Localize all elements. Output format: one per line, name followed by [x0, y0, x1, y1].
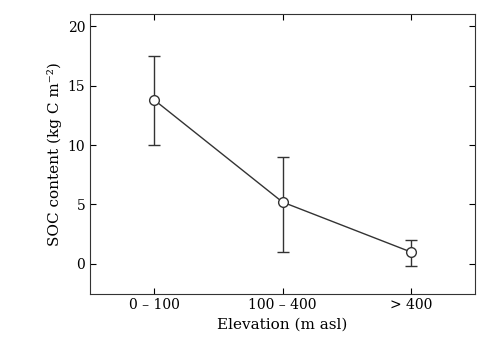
- Point: [278, 199, 286, 205]
- Point: [407, 249, 415, 255]
- Point: [150, 97, 158, 103]
- Y-axis label: SOC content (kg C m⁻²): SOC content (kg C m⁻²): [47, 62, 62, 246]
- X-axis label: Elevation (m asl): Elevation (m asl): [218, 318, 348, 332]
